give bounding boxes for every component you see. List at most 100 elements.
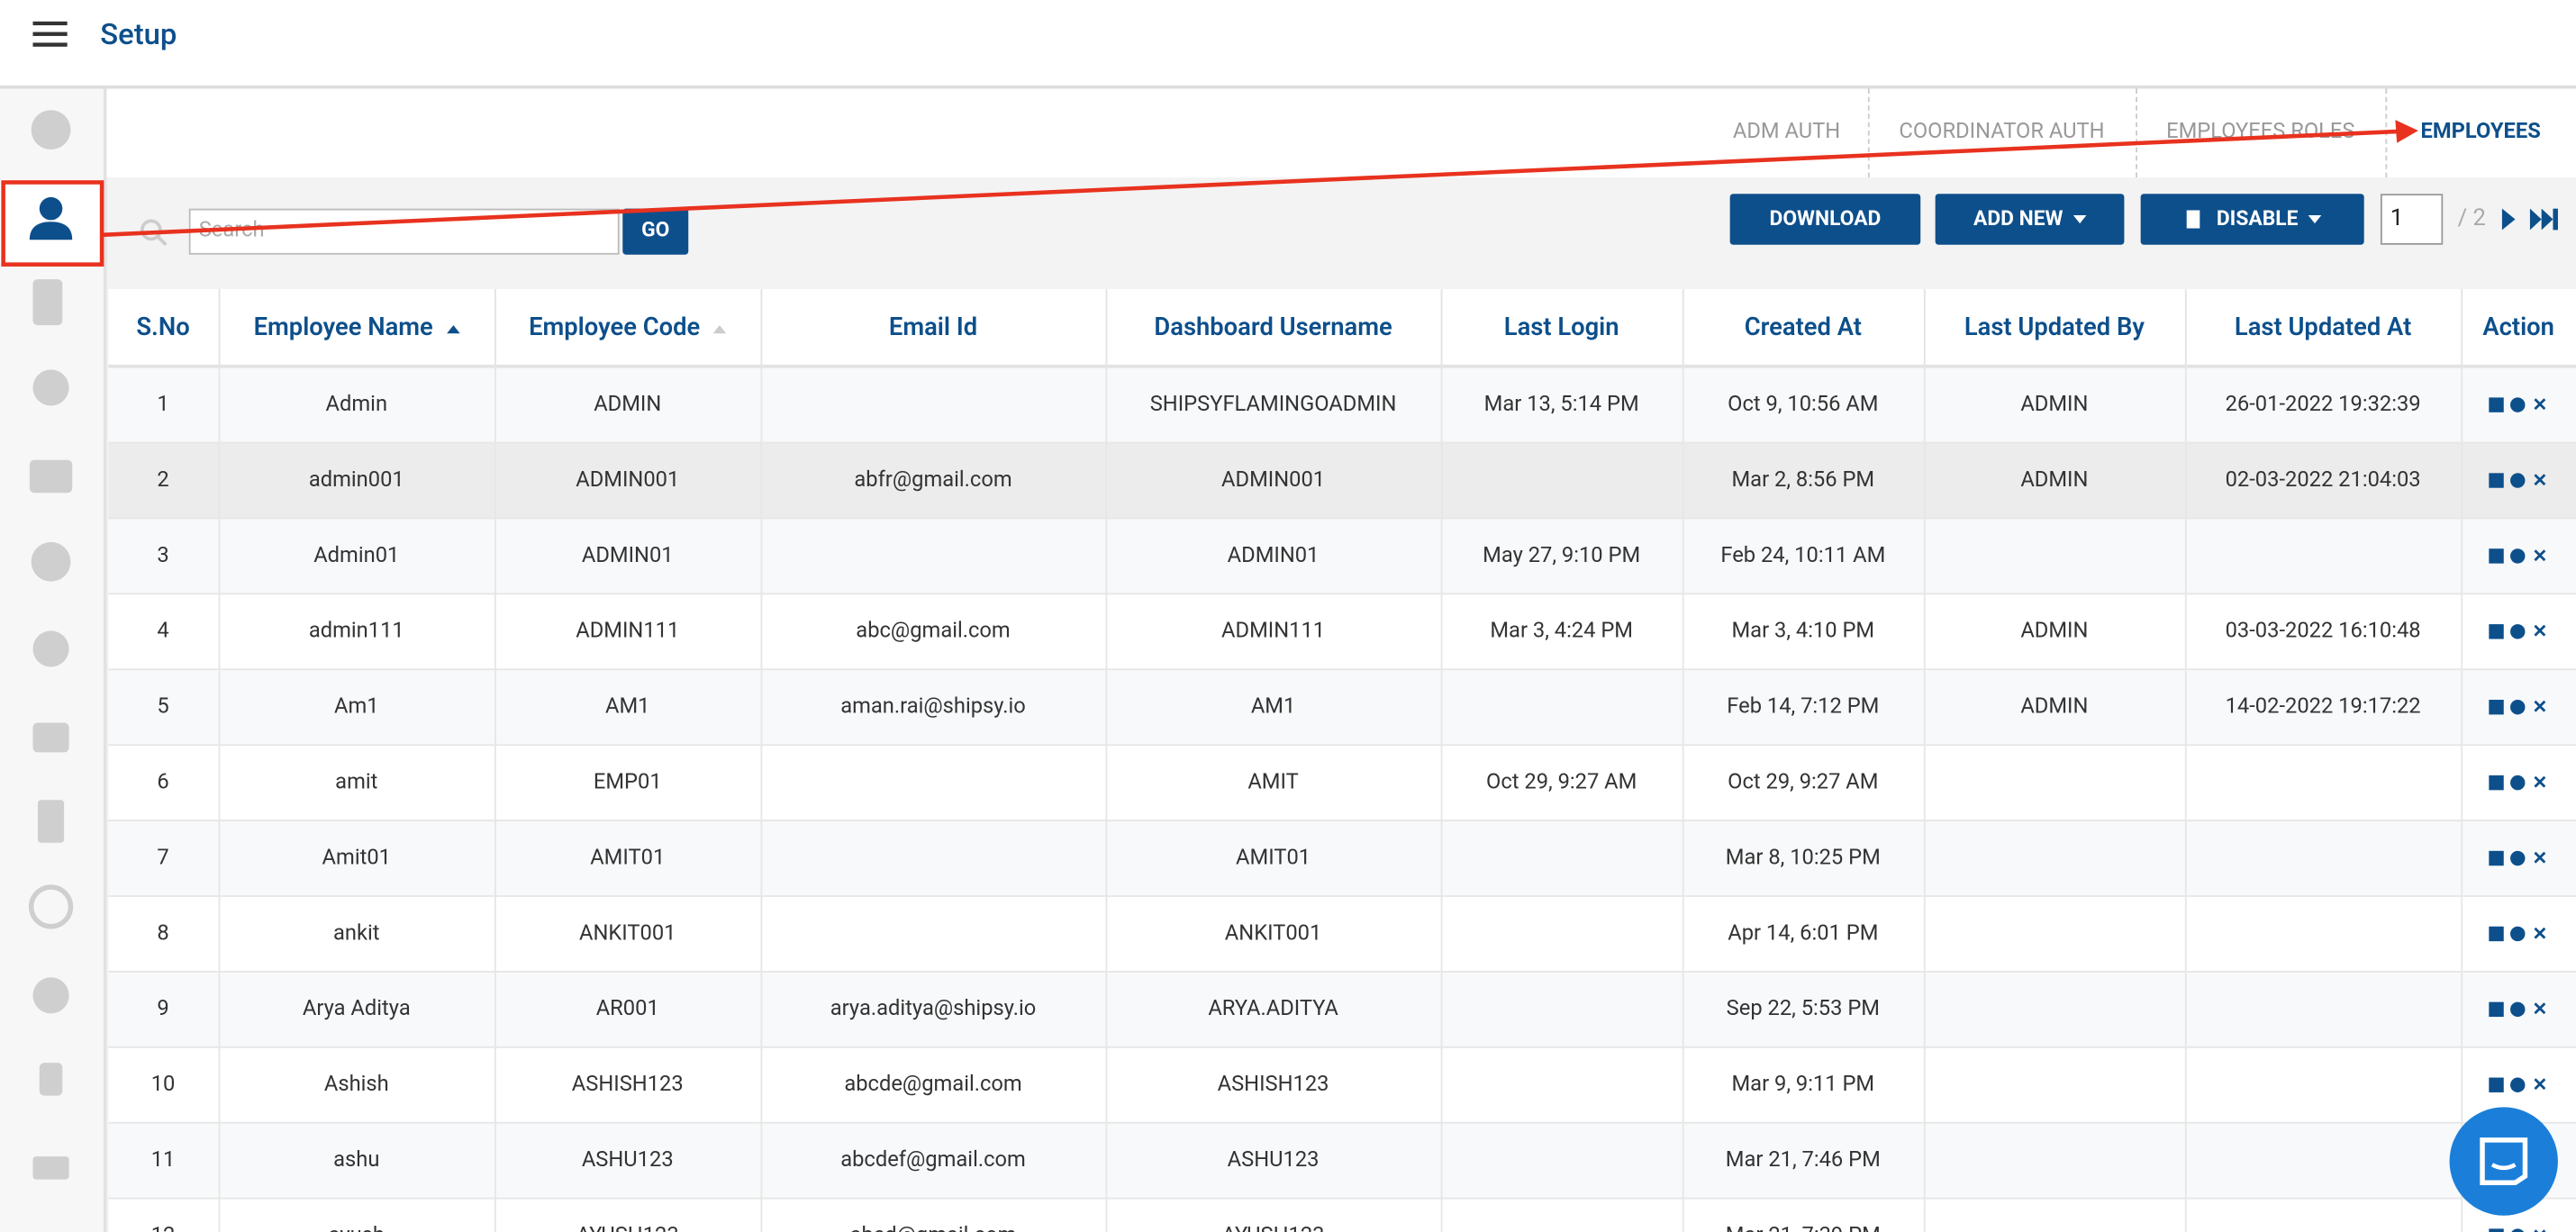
column-header[interactable]: Employee Name <box>219 289 494 367</box>
edit-icon[interactable] <box>2490 700 2504 714</box>
table-cell: AR001 <box>494 972 760 1047</box>
info-icon[interactable] <box>2511 927 2526 941</box>
table-cell: abfr@gmail.com <box>761 443 1106 519</box>
edit-icon[interactable] <box>2490 927 2504 941</box>
info-icon[interactable] <box>2511 1078 2526 1092</box>
tab[interactable]: EMPLOYEES <box>2385 88 2576 177</box>
action-cell: ✕ <box>2461 443 2576 519</box>
info-icon[interactable] <box>2511 473 2526 487</box>
info-icon[interactable] <box>2511 398 2526 412</box>
edit-icon[interactable] <box>2490 548 2504 563</box>
table-cell: ARYA.ADITYA <box>1106 972 1441 1047</box>
delete-icon[interactable]: ✕ <box>2532 772 2547 793</box>
table-cell <box>2185 518 2461 593</box>
info-icon[interactable] <box>2511 624 2526 639</box>
delete-icon[interactable]: ✕ <box>2532 1226 2547 1232</box>
action-cell: ✕ <box>2461 745 2576 820</box>
table-cell: Mar 3, 4:24 PM <box>1441 593 1683 669</box>
tab[interactable]: ADM AUTH <box>1705 88 1869 177</box>
table-cell: Mar 21, 7:39 PM <box>1683 1199 1924 1232</box>
table-cell: 26-01-2022 19:32:39 <box>2185 367 2461 443</box>
table-cell: Mar 13, 5:14 PM <box>1441 367 1683 443</box>
table-row: 8ankitANKIT001ANKIT001Apr 14, 6:01 PM✕ <box>108 896 2576 972</box>
table-cell <box>1441 443 1683 519</box>
delete-icon[interactable]: ✕ <box>2532 999 2547 1020</box>
edit-icon[interactable] <box>2490 775 2504 790</box>
table-cell: Amit01 <box>219 820 494 896</box>
column-header: Email Id <box>761 289 1106 367</box>
table-wrap: S.NoEmployee NameEmployee CodeEmail IdDa… <box>108 289 2576 1232</box>
info-icon[interactable] <box>2511 851 2526 865</box>
table-cell: 10 <box>108 1047 218 1123</box>
table-cell <box>1441 1047 1683 1123</box>
tab[interactable]: EMPLOYEES ROLES <box>2136 88 2387 177</box>
delete-icon[interactable]: ✕ <box>2532 696 2547 718</box>
table-row: 2admin001ADMIN001abfr@gmail.comADMIN001M… <box>108 443 2576 519</box>
pager-arrows[interactable] <box>2497 205 2562 233</box>
column-header: Last Login <box>1441 289 1683 367</box>
edit-icon[interactable] <box>2490 1078 2504 1092</box>
table-cell: Mar 9, 9:11 PM <box>1683 1047 1924 1123</box>
table-row: 3Admin01ADMIN01ADMIN01May 27, 9:10 PMFeb… <box>108 518 2576 593</box>
go-button[interactable]: GO <box>622 209 688 255</box>
download-button[interactable]: DOWNLOAD <box>1730 194 1921 245</box>
table-cell: Feb 14, 7:12 PM <box>1683 669 1924 745</box>
info-icon[interactable] <box>2511 548 2526 563</box>
table-cell: ADMIN111 <box>1106 593 1441 669</box>
edit-icon[interactable] <box>2490 851 2504 865</box>
table-cell: ADMIN <box>1924 593 2185 669</box>
search-input[interactable]: Search <box>189 209 620 255</box>
info-icon[interactable] <box>2511 1228 2526 1232</box>
table-row: 12ayushAYUSH123abcd@gmail.comAYUSH123Mar… <box>108 1199 2576 1232</box>
action-cell: ✕ <box>2461 896 2576 972</box>
header-label: Created At <box>1745 313 1862 342</box>
table-cell: AYUSH123 <box>494 1199 760 1232</box>
table-cell: ADMIN <box>1924 367 2185 443</box>
info-icon[interactable] <box>2511 1002 2526 1017</box>
delete-icon[interactable]: ✕ <box>2532 621 2547 643</box>
edit-icon[interactable] <box>2490 624 2504 639</box>
menu-icon[interactable] <box>32 22 67 48</box>
tab[interactable]: COORDINATOR AUTH <box>1868 88 2137 177</box>
delete-icon[interactable]: ✕ <box>2532 923 2547 945</box>
disable-button[interactable]: DISABLE <box>2141 194 2364 245</box>
table-cell: Oct 9, 10:56 AM <box>1683 367 1924 443</box>
edit-icon[interactable] <box>2490 398 2504 412</box>
sort-indicator <box>713 324 727 332</box>
delete-icon[interactable]: ✕ <box>2532 847 2547 869</box>
edit-icon[interactable] <box>2490 1228 2504 1232</box>
table-cell: Apr 14, 6:01 PM <box>1683 896 1924 972</box>
delete-icon[interactable]: ✕ <box>2532 470 2547 492</box>
delete-icon[interactable]: ✕ <box>2532 1074 2547 1096</box>
action-cell: ✕ <box>2461 518 2576 593</box>
info-icon[interactable] <box>2511 775 2526 790</box>
table-cell: ADMIN111 <box>494 593 760 669</box>
action-cell: ✕ <box>2461 820 2576 896</box>
column-header[interactable]: Employee Code <box>494 289 760 367</box>
edit-icon[interactable] <box>2490 473 2504 487</box>
table-cell <box>1924 1047 2185 1123</box>
add-new-button[interactable]: ADD NEW <box>1936 194 2125 245</box>
page-input[interactable]: 1 <box>2381 194 2443 245</box>
table-cell: ADMIN01 <box>1106 518 1441 593</box>
table-cell: 11 <box>108 1123 218 1199</box>
table-cell: Oct 29, 9:27 AM <box>1683 745 1924 820</box>
edit-icon[interactable] <box>2490 1002 2504 1017</box>
info-icon[interactable] <box>2511 700 2526 714</box>
table-cell: 8 <box>108 896 218 972</box>
delete-icon[interactable]: ✕ <box>2532 546 2547 567</box>
delete-icon[interactable]: ✕ <box>2532 394 2547 416</box>
table-cell: Am1 <box>219 669 494 745</box>
table-cell: 6 <box>108 745 218 820</box>
table-cell: Mar 21, 7:46 PM <box>1683 1123 1924 1199</box>
header-label: Last Updated At <box>2235 313 2411 342</box>
chat-button[interactable] <box>2450 1107 2558 1215</box>
column-header: Action <box>2461 289 2576 367</box>
table-cell: Admin <box>219 367 494 443</box>
table-cell <box>2185 820 2461 896</box>
active-nav-item[interactable] <box>0 179 102 263</box>
table-cell: admin001 <box>219 443 494 519</box>
table-cell: abcde@gmail.com <box>761 1047 1106 1123</box>
table-cell <box>761 745 1106 820</box>
